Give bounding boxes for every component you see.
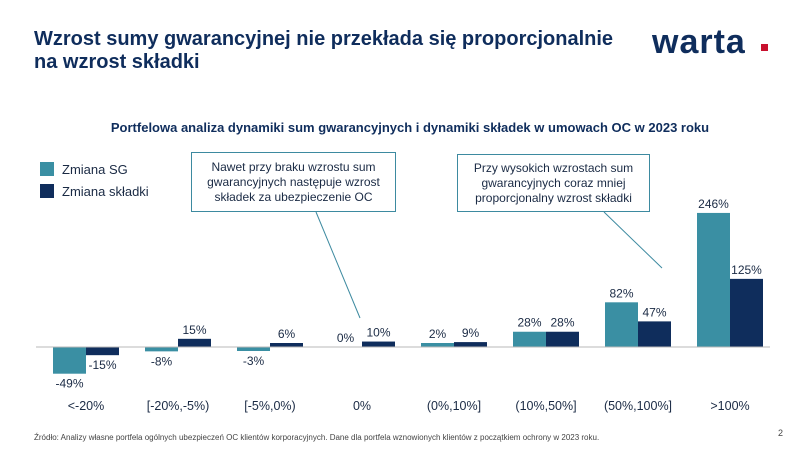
legend-swatch-sg [40,162,54,176]
bar-sg-0 [53,347,86,374]
data-label-sg-5: 28% [517,316,541,330]
category-label-7: >100% [710,399,749,413]
category-label-5: (10%,50%] [515,399,576,413]
callout-high-sg-growth: Przy wysokich wzrostach sum gwarancyjnyc… [457,154,650,212]
data-label-sg-6: 82% [609,286,633,300]
bar-sg-7 [697,212,730,347]
category-label-1: [-20%,-5%) [147,399,210,413]
data-label-premium-6: 47% [642,305,666,319]
bar-sg-6 [605,302,638,347]
callout-2-connector [603,211,663,269]
bar-premium-3 [362,341,395,347]
bar-sg-5 [513,331,546,347]
bar-sg-1 [145,347,178,352]
legend-label-premium: Zmiana składki [62,183,149,199]
data-label-sg-3: 0% [337,331,355,345]
data-label-premium-4: 9% [462,326,480,340]
legend-item-premium: Zmiana składki [40,180,149,202]
data-label-premium-5: 28% [550,316,574,330]
data-label-premium-0: -15% [88,358,116,372]
bar-premium-0 [86,347,119,356]
category-label-6: (50%,100%] [604,399,672,413]
bar-premium-4 [454,342,487,347]
bar-sg-2 [237,347,270,351]
source-note: Źródło: Analizy własne portfela ogólnych… [34,433,600,442]
data-label-sg-2: -3% [243,354,265,368]
bar-premium-7 [730,278,763,347]
category-label-3: 0% [353,399,371,413]
logo-dot-icon [761,44,768,51]
bars-layer [53,212,763,374]
bar-premium-6 [638,321,671,347]
callout-no-sg-growth: Nawet przy braku wzrostu sum gwarancyjny… [191,152,396,212]
bar-premium-2 [270,343,303,347]
legend-label-sg: Zmiana SG [62,161,128,177]
category-label-2: [-5%,0%) [244,399,295,413]
warta-logo: warta [652,23,746,61]
data-label-sg-7: 246% [698,197,729,211]
data-label-premium-7: 125% [731,263,762,277]
data-label-premium-1: 15% [182,323,206,337]
data-label-sg-1: -8% [151,354,173,368]
labels-layer: -49% -15% <-20% -8% 15% [-20%,-5%) -3% 6% [-5%,0… [55,197,762,413]
chart-legend: Zmiana SG Zmiana składki [40,158,149,202]
chart-title: Portfelowa analiza dynamiki sum gwarancy… [110,120,710,135]
page-number: 2 [778,428,784,438]
data-label-premium-2: 6% [278,327,296,341]
data-label-sg-4: 2% [429,327,447,341]
bar-premium-1 [178,338,211,347]
bar-premium-5 [546,331,579,347]
category-label-0: <-20% [68,399,104,413]
legend-item-sg: Zmiana SG [40,158,149,180]
data-label-premium-3: 10% [366,326,390,340]
page-title: Wzrost sumy gwarancyjnej nie przekłada s… [34,28,614,73]
bar-sg-4 [421,343,454,347]
callout-1-connector [315,211,361,319]
legend-swatch-premium [40,184,54,198]
category-label-4: (0%,10%] [427,399,481,413]
data-label-sg-0: -49% [55,377,83,391]
